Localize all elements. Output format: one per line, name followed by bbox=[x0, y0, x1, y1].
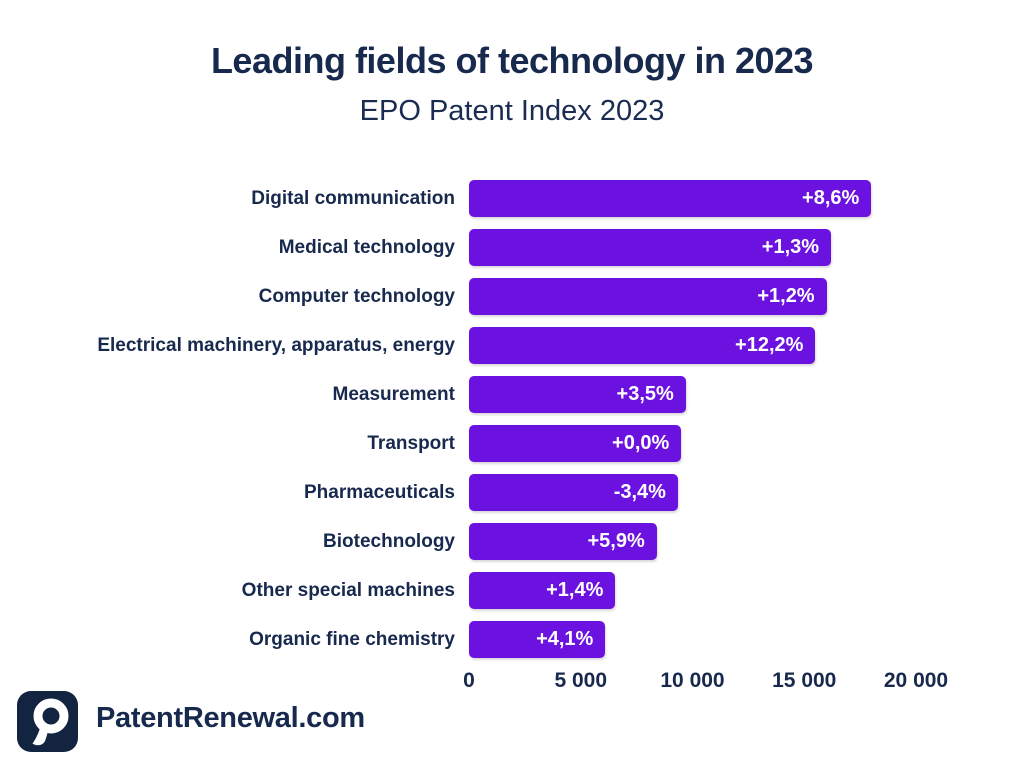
bar-track: +1,3% bbox=[469, 229, 916, 266]
bar-row: Digital communication +8,6% bbox=[0, 180, 1024, 217]
brand-name: PatentRenewal.com bbox=[96, 702, 365, 734]
bar-track: +5,9% bbox=[469, 523, 916, 560]
bar-track: +1,2% bbox=[469, 278, 916, 315]
bar-row: Biotechnology +5,9% bbox=[0, 523, 1024, 560]
bar-chart: Digital communication +8,6% Medical techno… bbox=[0, 180, 1024, 670]
bar: +0,0% bbox=[469, 425, 682, 462]
bar: +12,2% bbox=[469, 327, 816, 364]
chart-subtitle: EPO Patent Index 2023 bbox=[359, 95, 665, 127]
bar: -3,4% bbox=[469, 474, 678, 511]
bar-row: Measurement +3,5% bbox=[0, 376, 1024, 413]
bar-value-label: +8,6% bbox=[802, 187, 860, 209]
bar-value-label: +3,5% bbox=[616, 383, 674, 405]
magnifier-p-icon bbox=[32, 698, 69, 746]
bar-row: Computer technology +1,2% bbox=[0, 278, 1024, 315]
x-axis-tick: 15 000 bbox=[772, 669, 837, 692]
category-label: Computer technology bbox=[258, 285, 455, 307]
bar-track: +4,1% bbox=[469, 621, 916, 658]
category-label: Measurement bbox=[332, 383, 456, 405]
bar-row: Medical technology +1,3% bbox=[0, 229, 1024, 266]
bar-row: Electrical machinery, apparatus, energy +… bbox=[0, 327, 1024, 364]
bar-track: +0,0% bbox=[469, 425, 916, 462]
bar-value-label: +1,2% bbox=[757, 285, 815, 307]
bar: +1,4% bbox=[469, 572, 616, 609]
x-axis-tick: 20 000 bbox=[883, 669, 949, 692]
bar-value-label: +1,4% bbox=[546, 579, 604, 601]
bar-row: Other special machines +1,4% bbox=[0, 572, 1024, 609]
category-label: Other special machines bbox=[241, 579, 455, 601]
bar-track: +3,5% bbox=[469, 376, 916, 413]
bar-track: +1,4% bbox=[469, 572, 916, 609]
bar-row: Transport +0,0% bbox=[0, 425, 1024, 462]
bar-track: +12,2% bbox=[469, 327, 916, 364]
bar-track: -3,4% bbox=[469, 474, 916, 511]
x-axis-tick: 10 000 bbox=[660, 669, 725, 692]
chart-title: Leading fields of technology in 2023 bbox=[210, 40, 814, 81]
bar-value-label: -3,4% bbox=[613, 481, 666, 503]
bar-value-label: +4,1% bbox=[536, 628, 594, 650]
category-label: Electrical machinery, apparatus, energy bbox=[97, 334, 455, 356]
bar-row: Organic fine chemistry +4,1% bbox=[0, 621, 1024, 658]
bar-value-label: +1,3% bbox=[761, 236, 820, 258]
x-axis-tick: 0 bbox=[463, 669, 475, 692]
category-label: Medical technology bbox=[278, 236, 455, 258]
bar: +3,5% bbox=[469, 376, 686, 413]
category-label: Digital communication bbox=[251, 187, 455, 209]
category-label: Organic fine chemistry bbox=[249, 628, 455, 650]
bar-track: +8,6% bbox=[469, 180, 916, 217]
bar: +8,6% bbox=[469, 180, 872, 217]
bar-value-label: +5,9% bbox=[587, 530, 645, 552]
bar-value-label: +0,0% bbox=[612, 432, 670, 454]
x-axis: 0 5 000 10 000 15 000 20 000 bbox=[463, 669, 948, 697]
x-axis-tick: 5 000 bbox=[554, 669, 608, 692]
bar-row: Pharmaceuticals -3,4% bbox=[0, 474, 1024, 511]
category-label: Transport bbox=[367, 432, 455, 454]
bar: +1,2% bbox=[469, 278, 827, 315]
bar-value-label: +12,2% bbox=[735, 334, 804, 356]
bar: +5,9% bbox=[469, 523, 657, 560]
patentrenewal-logo bbox=[17, 691, 78, 752]
bar: +4,1% bbox=[469, 621, 606, 658]
category-label: Pharmaceuticals bbox=[303, 481, 455, 503]
category-label: Biotechnology bbox=[323, 530, 455, 552]
bar: +1,3% bbox=[469, 229, 832, 266]
